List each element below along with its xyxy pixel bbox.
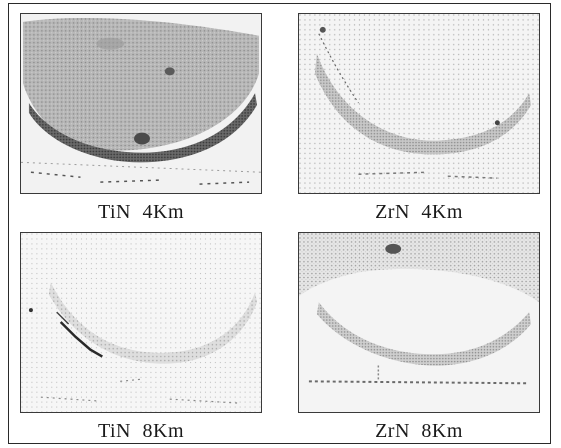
panel-tin-8km: TiN 8Km — [20, 232, 262, 443]
panel-zrn-8km: ZrN 8Km — [298, 232, 540, 443]
wear-scar-image-zrn-8km — [299, 233, 539, 412]
panel-caption: ZrN 8Km — [375, 420, 463, 442]
panel-zrn-4km: ZrN 4Km — [298, 13, 540, 224]
panel-caption: ZrN 4Km — [375, 201, 463, 223]
wear-scar-image-tin-8km — [21, 233, 261, 412]
panel-caption: TiN 4Km — [97, 201, 184, 223]
panel-tin-4km: TiN 4Km — [20, 13, 262, 224]
micrograph-tin-8km — [20, 232, 262, 413]
micrograph-zrn-8km — [298, 232, 540, 413]
wear-scar-image-zrn-4km — [299, 14, 539, 193]
micrograph-zrn-4km — [298, 13, 540, 194]
micrograph-tin-4km — [20, 13, 262, 194]
panel-caption: TiN 8Km — [97, 420, 184, 442]
wear-scar-image-tin-4km — [21, 14, 261, 193]
